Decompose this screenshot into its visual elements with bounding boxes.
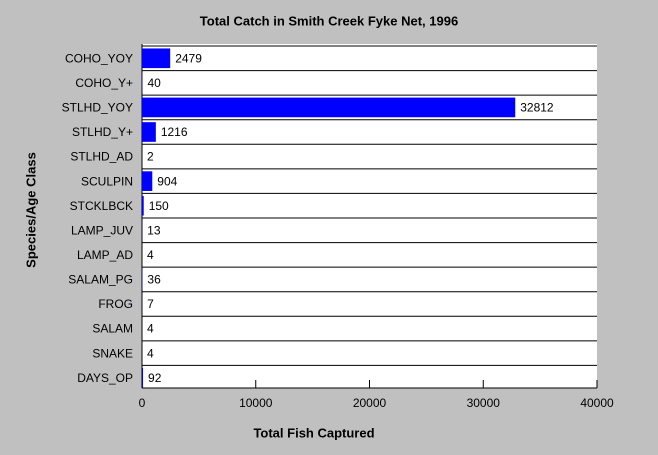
value-label: 4 [147,322,154,336]
bar [142,48,171,69]
bar [142,171,153,191]
y-tick-label: SALAM_PG [68,273,133,287]
y-tick-label: LAMP_JUV [71,223,133,237]
value-label: 4 [147,346,154,360]
y-tick-label: STLHD_Y+ [72,125,133,139]
value-label: 1216 [161,125,188,139]
value-label: 32812 [520,101,554,115]
x-tick-label: 0 [139,396,146,410]
y-tick-label: STLHD_YOY [62,101,133,115]
y-tick-label: DAYS_OP [77,371,133,385]
x-tick-label: 30000 [467,396,501,410]
y-tick-label: STLHD_AD [70,150,133,164]
x-axis-label: Total Fish Captured [253,425,374,440]
value-label: 2479 [175,51,202,65]
value-label: 40 [147,76,161,90]
y-tick-label: COHO_Y+ [75,76,133,90]
y-axis-label: Species/Age Class [23,152,38,268]
value-label: 150 [149,199,169,213]
value-label: 2 [147,150,154,164]
bar [142,367,144,388]
x-tick-label: 40000 [580,396,614,410]
y-tick-label: SNAKE [92,346,133,360]
x-tick-label: 10000 [239,396,273,410]
chart-title: Total Catch in Smith Creek Fyke Net, 199… [200,13,458,28]
x-tick-label: 20000 [353,396,387,410]
bar [142,122,156,142]
value-label: 13 [147,223,161,237]
value-label: 7 [147,297,154,311]
bar [142,97,516,118]
value-label: 904 [157,174,177,188]
y-tick-label: LAMP_AD [77,248,133,262]
y-tick-label: SALAM [92,322,133,336]
y-tick-label: COHO_YOY [65,51,133,65]
value-label: 4 [147,248,154,262]
y-tick-label: SCULPIN [81,174,133,188]
value-label: 92 [148,371,162,385]
value-label: 36 [147,273,161,287]
y-tick-label: FROG [98,297,133,311]
bar [142,195,144,216]
y-tick-label: STCKLBCK [70,199,133,213]
